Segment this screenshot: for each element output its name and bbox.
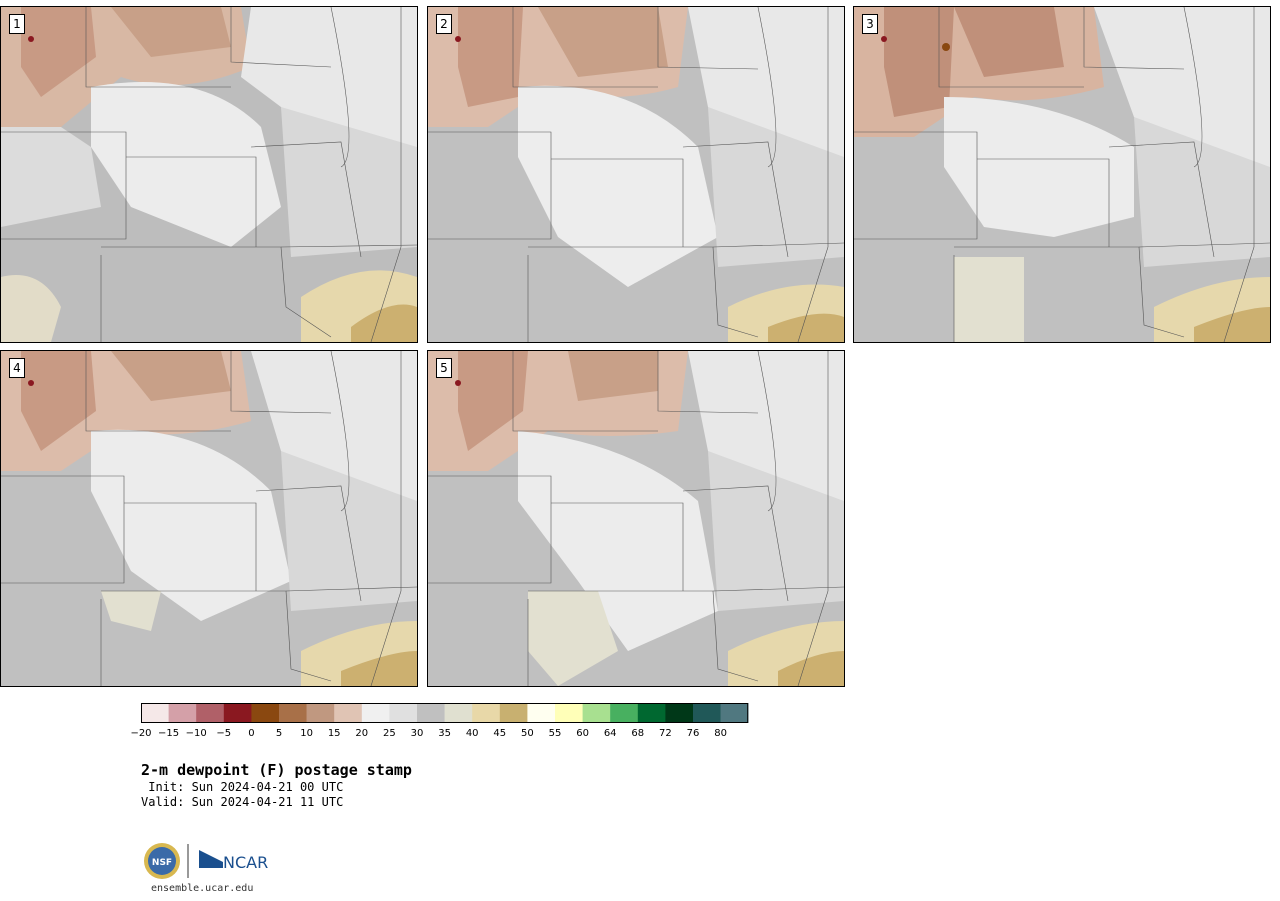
colorbar-swatch [223,703,252,723]
nsf-seal-icon: NSF [144,843,180,879]
colorbar-tick-labels: −20 −15 −10 −5 0 5 10 15 20 25 30 35 40 45 50 55 60 64 68 7… [130,728,771,742]
page-title: 2-m dewpoint (F) postage stamp [141,761,412,779]
colorbar-tick: 5 [275,728,283,739]
colorbar-swatch [610,703,639,723]
colorbar-tick: 68 [631,728,645,739]
colorbar-tick: 80 [714,728,727,739]
colorbar-tick: 0 [248,728,255,739]
colorbar-swatch [361,703,390,723]
colorbar-border [141,703,749,723]
colorbar-swatch [665,703,694,723]
colorbar-swatch [637,703,666,723]
colorbar-swatch [472,703,501,723]
nsf-text: NSF [152,858,172,868]
map-panel-5[interactable]: 5 [427,350,845,687]
colorbar [141,703,749,723]
colorbar-tick: 25 [383,728,396,739]
map-panel-4[interactable]: 4 [0,350,418,687]
ncar-logo-icon: NCAR [199,850,268,872]
map-panel-1[interactable]: 1 [0,6,418,343]
panel-number: 3 [862,14,878,34]
dewpoint-map-4 [1,351,417,686]
dewpoint-map-2 [428,7,844,342]
colorbar-swatch [279,703,307,723]
colorbar-tick: 10 [300,728,313,739]
colorbar-swatch [527,703,556,723]
colorbar-swatch [499,703,528,723]
dewpoint-map-1 [1,7,417,342]
colorbar-swatch [389,703,418,723]
colorbar-tick: 72 [659,728,672,739]
colorbar-swatch [141,703,169,723]
colorbar-swatch [334,703,363,723]
panel-number: 4 [9,358,25,378]
colorbar-swatch [693,703,721,723]
dewpoint-map-5 [428,351,844,686]
colorbar-swatch [444,703,473,723]
colorbar-tick: 15 [327,728,341,739]
map-panel-2[interactable]: 2 [427,6,845,343]
colorbar-swatch [196,703,225,723]
site-url[interactable]: ensemble.ucar.edu [151,883,254,894]
colorbar-tick: 35 [438,728,451,739]
colorbar-tick: 20 [355,728,369,739]
colorbar-tick: 60 [576,728,589,739]
colorbar-tick: 50 [521,728,534,739]
ncar-text: NCAR [223,853,268,872]
colorbar-swatch [555,703,583,723]
panel-number: 5 [436,358,452,378]
colorbar-tick: 64 [603,728,617,739]
colorbar-swatch [582,703,611,723]
init-time: Init: Sun 2024-04-21 00 UTC [141,780,344,794]
colorbar-tick: −10 [185,728,207,739]
colorbar-tick: 76 [686,728,700,739]
dewpoint-map-3 [854,7,1270,342]
colorbar-swatch [251,703,280,723]
panel-number: 2 [436,14,452,34]
colorbar-tick: 55 [548,728,562,739]
nsf-ncar-logo[interactable]: NSF NCAR [143,840,273,882]
colorbar-tick: −20 [130,728,152,739]
colorbar-tick: −15 [158,728,180,739]
colorbar-swatch [417,703,445,723]
colorbar-tick: −5 [216,728,232,739]
colorbar-tick: 30 [410,728,424,739]
colorbar-swatch [168,703,197,723]
colorbar-tick: 40 [465,728,479,739]
colorbar-swatch [306,703,335,723]
valid-time: Valid: Sun 2024-04-21 11 UTC [141,795,344,809]
colorbar-tick: 45 [493,728,507,739]
panel-number: 1 [9,14,25,34]
colorbar-swatch [720,703,749,723]
map-panel-3[interactable]: 3 [853,6,1271,343]
